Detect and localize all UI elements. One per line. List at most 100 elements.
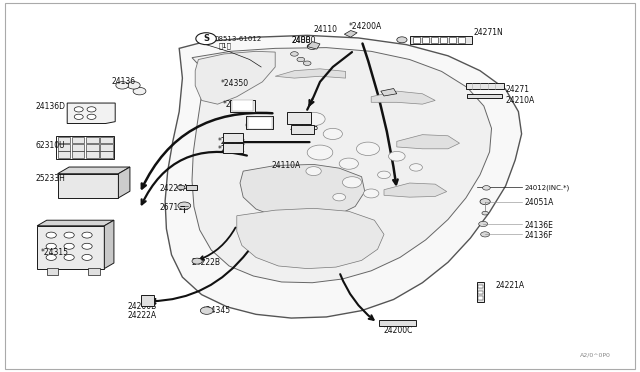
Circle shape — [192, 258, 202, 264]
Bar — [230, 100, 255, 112]
Bar — [291, 125, 314, 134]
Text: 24110: 24110 — [314, 25, 338, 34]
Circle shape — [323, 128, 342, 140]
Text: 24136F: 24136F — [525, 231, 554, 240]
Polygon shape — [67, 103, 115, 124]
Bar — [458, 37, 465, 43]
Bar — [422, 37, 429, 43]
Polygon shape — [397, 135, 460, 149]
Text: *24350: *24350 — [221, 79, 249, 88]
Bar — [100, 144, 113, 151]
Polygon shape — [37, 220, 114, 226]
Polygon shape — [371, 91, 435, 104]
Text: *25413: *25413 — [223, 100, 251, 109]
Bar — [86, 144, 99, 151]
Bar — [37, 226, 104, 269]
Text: A2/0^0P0: A2/0^0P0 — [580, 353, 611, 358]
Circle shape — [307, 44, 317, 49]
Text: 24B0: 24B0 — [291, 36, 311, 45]
Text: *24161: *24161 — [218, 137, 246, 146]
Bar — [58, 174, 118, 198]
Text: *24345: *24345 — [202, 306, 230, 315]
Text: *24315: *24315 — [40, 248, 68, 257]
Polygon shape — [384, 183, 447, 197]
Bar — [86, 151, 99, 158]
Text: 24136D: 24136D — [35, 102, 65, 110]
Text: （1）: （1） — [219, 42, 232, 49]
Text: S: S — [203, 34, 209, 43]
Bar — [72, 137, 84, 143]
Circle shape — [378, 171, 390, 179]
Circle shape — [178, 202, 191, 209]
Circle shape — [133, 87, 146, 95]
Text: 24110A: 24110A — [272, 161, 301, 170]
Circle shape — [333, 193, 346, 201]
Polygon shape — [344, 31, 357, 37]
Polygon shape — [237, 208, 384, 269]
Bar — [413, 37, 420, 43]
Text: 25410D: 25410D — [291, 113, 321, 122]
Circle shape — [339, 158, 358, 169]
Text: 24222A: 24222A — [128, 311, 157, 320]
Polygon shape — [192, 48, 492, 283]
Bar — [88, 268, 100, 275]
Text: 24271N: 24271N — [474, 28, 503, 37]
Circle shape — [116, 81, 129, 89]
Bar — [86, 137, 99, 143]
Circle shape — [87, 114, 96, 119]
Bar — [223, 133, 243, 142]
Bar — [466, 83, 504, 89]
Text: 24136: 24136 — [111, 77, 136, 86]
Circle shape — [307, 145, 333, 160]
Text: 24271: 24271 — [506, 85, 530, 94]
Circle shape — [200, 307, 213, 314]
Polygon shape — [104, 220, 114, 269]
Bar — [478, 296, 483, 300]
Circle shape — [482, 211, 488, 215]
Text: 08513-61012: 08513-61012 — [214, 36, 262, 42]
Circle shape — [46, 243, 56, 249]
Bar — [58, 144, 70, 151]
Circle shape — [87, 107, 96, 112]
Polygon shape — [195, 51, 275, 104]
Bar — [141, 295, 154, 306]
Polygon shape — [307, 42, 320, 49]
Text: 24220A: 24220A — [160, 185, 189, 193]
Circle shape — [82, 243, 92, 249]
Text: 24013: 24013 — [384, 92, 408, 101]
Circle shape — [388, 151, 405, 161]
Text: 24221A: 24221A — [496, 281, 525, 290]
Bar — [186, 185, 197, 190]
Circle shape — [303, 61, 311, 65]
Circle shape — [479, 221, 488, 227]
Circle shape — [74, 114, 83, 119]
Text: *24200A: *24200A — [349, 22, 382, 31]
Bar — [232, 100, 253, 111]
Bar — [467, 94, 502, 98]
Circle shape — [297, 57, 305, 62]
Bar — [431, 37, 438, 43]
Circle shape — [127, 81, 140, 89]
Text: *25411: *25411 — [244, 123, 273, 132]
Bar — [410, 36, 472, 44]
Circle shape — [74, 107, 83, 112]
Bar — [58, 137, 70, 143]
Bar — [56, 136, 114, 159]
Circle shape — [64, 232, 74, 238]
Circle shape — [46, 254, 56, 260]
Circle shape — [364, 189, 379, 198]
Bar — [248, 117, 272, 129]
Bar — [100, 151, 113, 158]
Bar — [72, 151, 84, 158]
Bar — [72, 144, 84, 151]
Circle shape — [196, 33, 216, 45]
Circle shape — [82, 232, 92, 238]
Circle shape — [481, 232, 490, 237]
Circle shape — [480, 199, 490, 205]
Circle shape — [483, 186, 490, 190]
Text: 24136E: 24136E — [525, 221, 554, 230]
Text: 24200C: 24200C — [384, 326, 413, 335]
Bar — [100, 137, 113, 143]
Circle shape — [410, 164, 422, 171]
Circle shape — [342, 177, 362, 188]
